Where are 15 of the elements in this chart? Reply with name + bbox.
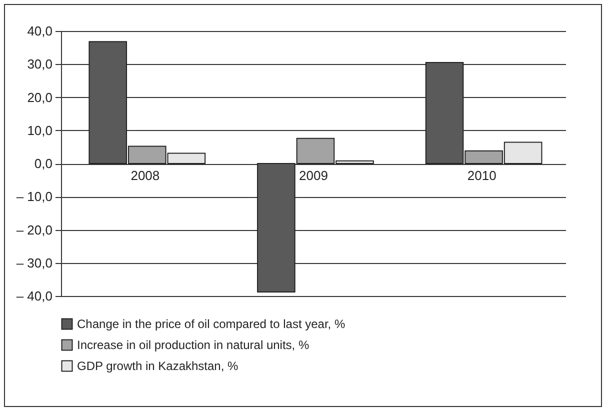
- y-tick-label: 20,0: [27, 90, 52, 105]
- y-tick-label: 0,0: [34, 156, 52, 171]
- y-tick-label: 40,0: [27, 24, 52, 38]
- legend-label: Change in the price of oil compared to last year, %: [77, 317, 346, 331]
- x-tick-label: 2010: [467, 168, 496, 183]
- y-tick-label: – 20,0: [16, 222, 52, 238]
- legend-label: GDP growth in Kazakhstan, %: [77, 359, 239, 373]
- x-tick-label: 2009: [299, 168, 328, 183]
- y-tick-label: – 30,0: [16, 255, 52, 270]
- x-tick-label: 2008: [130, 168, 160, 183]
- y-tick-label: – 10,0: [16, 189, 52, 204]
- legend-label: Increase in oil production in natural units, %: [77, 338, 310, 352]
- y-tick-label: – 40,0: [16, 288, 52, 304]
- y-tick-label: 30,0: [27, 56, 52, 72]
- y-tick-label: 10,0: [27, 122, 52, 138]
